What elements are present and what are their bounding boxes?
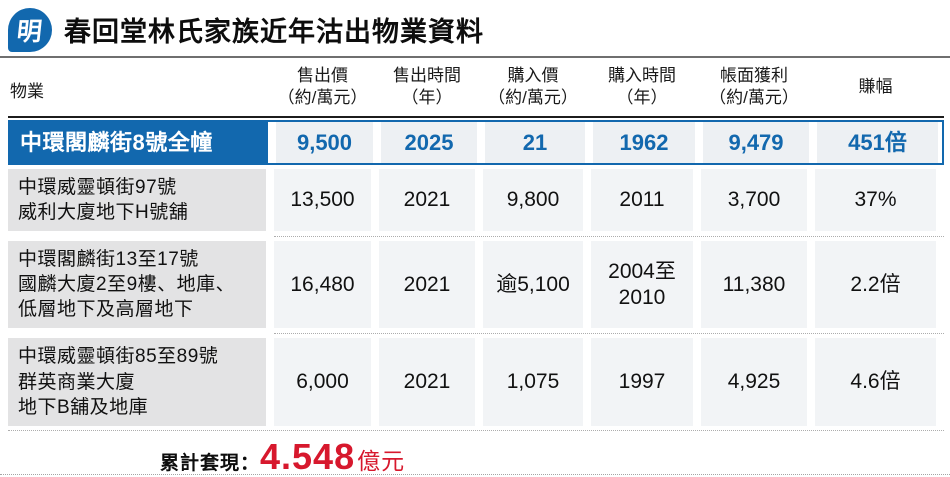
row-divider bbox=[274, 236, 944, 238]
page-title: 春回堂林氏家族近年沽出物業資料 bbox=[64, 17, 484, 47]
header-book-profit: 帳面獲利 （約/萬元） bbox=[709, 65, 799, 107]
table-row: 中環威靈頓街97號 威利大廈地下H號舖 13,500 2021 9,800 20… bbox=[8, 169, 944, 232]
profit-cell: 9,479 bbox=[703, 122, 809, 164]
property-name-cell: 中環威靈頓街97號 威利大廈地下H號舖 bbox=[8, 169, 266, 232]
header-buy-price: 購入價 （約/萬元） bbox=[488, 65, 578, 107]
buy-price-cell: 1,075 bbox=[483, 338, 583, 426]
cumulative-total: 累計套現： 4.548 億元 bbox=[0, 432, 950, 474]
buy-price-cell: 9,800 bbox=[483, 169, 583, 232]
sell-price-cell: 9,500 bbox=[276, 122, 373, 164]
gain-cell: 37% bbox=[815, 169, 936, 232]
sell-year-cell: 2025 bbox=[381, 122, 477, 164]
buy-year-cell: 1997 bbox=[591, 338, 693, 426]
buy-year-cell: 1962 bbox=[593, 122, 695, 164]
total-label: 累計套現： bbox=[160, 452, 261, 474]
buy-price-cell: 逾5,100 bbox=[483, 241, 583, 329]
gain-cell: 4.6倍 bbox=[815, 338, 936, 426]
title-divider bbox=[0, 56, 950, 58]
property-name-cell: 中環閣麟街8號全幢 bbox=[10, 122, 268, 164]
header-property: 物業 bbox=[10, 81, 44, 101]
total-amount: 4.548 bbox=[260, 435, 356, 477]
sell-year-cell: 2021 bbox=[379, 169, 475, 232]
mingpao-logo-icon: 明 bbox=[7, 7, 53, 52]
sell-year-cell: 2021 bbox=[379, 338, 475, 426]
header-buy-year: 購入時間 （年） bbox=[608, 65, 676, 107]
table-row: 中環閣麟街13至17號 國麟大廈2至9樓、地庫、 低層地下及高層地下 16,48… bbox=[8, 241, 944, 329]
masthead: 明 春回堂林氏家族近年沽出物業資料 bbox=[0, 0, 950, 56]
table-bottom-divider bbox=[8, 429, 944, 431]
sell-price-cell: 16,480 bbox=[274, 241, 371, 329]
property-name-cell: 中環威靈頓街85至89號 群英商業大廈 地下B舖及地庫 bbox=[8, 338, 266, 426]
buy-year-cell: 2004至 2010 bbox=[591, 241, 693, 329]
sell-price-cell: 6,000 bbox=[274, 338, 371, 426]
property-name-cell: 中環閣麟街13至17號 國麟大廈2至9樓、地庫、 低層地下及高層地下 bbox=[8, 241, 266, 329]
sell-price-cell: 13,500 bbox=[274, 169, 371, 232]
row-divider bbox=[274, 333, 944, 335]
buy-year-cell: 2011 bbox=[591, 169, 693, 232]
header-gain: 賺幅 bbox=[858, 76, 893, 96]
profit-cell: 3,700 bbox=[701, 169, 807, 232]
bottom-divider bbox=[0, 473, 950, 475]
total-unit: 億元 bbox=[357, 447, 406, 474]
buy-price-cell: 21 bbox=[485, 122, 585, 164]
table-header-row: 物業 售出價 （約/萬元） 售出時間 （年） 購入價 （約/萬元） 購入時間 （… bbox=[8, 58, 944, 118]
header-sell-price: 售出價 （約/萬元） bbox=[277, 65, 368, 107]
table-row-highlight: 中環閣麟街8號全幢 9,500 2025 21 1962 9,479 451倍 bbox=[8, 120, 944, 166]
gain-cell: 451倍 bbox=[817, 122, 938, 164]
profit-cell: 4,925 bbox=[701, 338, 807, 426]
logo-character: 明 bbox=[15, 17, 44, 46]
gain-cell: 2.2倍 bbox=[815, 241, 936, 329]
table-row: 中環威靈頓街85至89號 群英商業大廈 地下B舖及地庫 6,000 2021 1… bbox=[8, 338, 944, 426]
header-sell-year: 售出時間 （年） bbox=[393, 65, 461, 107]
sell-year-cell: 2021 bbox=[379, 241, 475, 329]
profit-cell: 11,380 bbox=[701, 241, 807, 329]
